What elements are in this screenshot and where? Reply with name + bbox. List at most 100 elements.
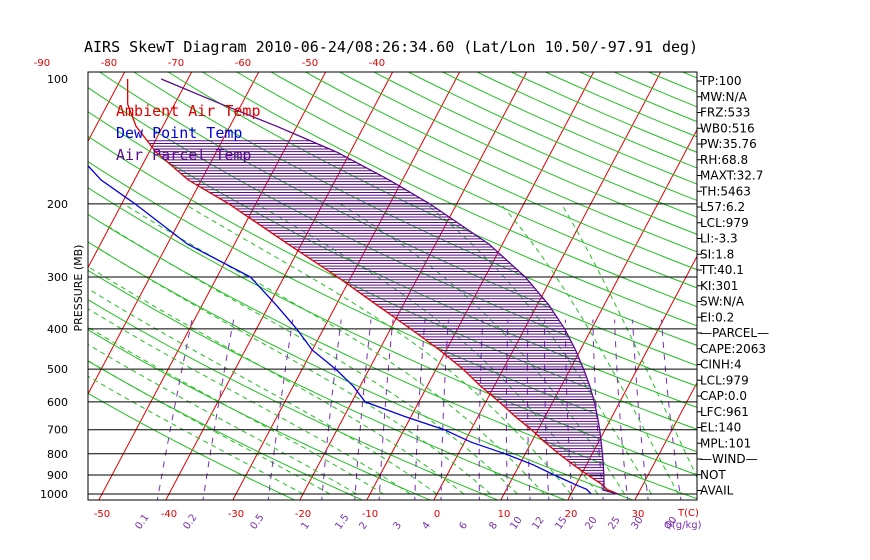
mixing-ratio-line bbox=[321, 319, 342, 500]
stability-index: MW:N/A bbox=[700, 90, 748, 104]
isotherm-line bbox=[88, 72, 260, 396]
isotherm-line bbox=[98, 72, 327, 500]
isotherm-line bbox=[433, 72, 662, 500]
stability-index: TP:100 bbox=[699, 74, 742, 88]
mixing-ratio-tick: 10 bbox=[508, 515, 524, 532]
moist-adiabat-line bbox=[88, 288, 438, 495]
stability-index: NOT bbox=[700, 468, 726, 482]
stability-index: FRZ:533 bbox=[700, 106, 750, 120]
mixing-ratio-line bbox=[414, 319, 426, 500]
temperature-tick: -50 bbox=[94, 509, 110, 520]
stability-index: MPL:101 bbox=[700, 436, 751, 450]
legend-entry: Ambient Air Temp bbox=[116, 102, 261, 120]
isotherm-lines bbox=[0, 50, 697, 503]
pressure-tick: 500 bbox=[47, 363, 68, 376]
stability-index: AVAIL bbox=[700, 484, 734, 498]
mixing-ratio-line bbox=[544, 319, 550, 500]
mixing-ratio-line bbox=[592, 319, 604, 500]
dry-adiabat-line bbox=[544, 72, 697, 138]
dry-adiabat-line bbox=[167, 72, 697, 327]
dry-adiabat-line bbox=[88, 392, 296, 500]
mixing-ratio-lines bbox=[156, 319, 682, 500]
top-temperature-tick: -90 bbox=[34, 58, 50, 69]
dry-adiabat-line bbox=[372, 72, 697, 218]
moist-adiabat-line bbox=[88, 308, 411, 495]
stability-index: —WIND— bbox=[700, 452, 758, 466]
mixing-ratio-line bbox=[632, 319, 649, 500]
top-temperature-tick: -60 bbox=[235, 58, 251, 69]
dry-adiabat-line bbox=[681, 72, 697, 79]
moist-adiabat-line bbox=[97, 247, 491, 495]
isotherm-line bbox=[165, 72, 394, 500]
dry-adiabat-line bbox=[88, 187, 697, 476]
mixing-ratio-line bbox=[505, 319, 509, 500]
pressure-tick: 900 bbox=[47, 469, 68, 482]
stability-index: EI:0.2 bbox=[700, 310, 734, 324]
temperature-tick: 20 bbox=[565, 509, 578, 520]
mixing-ratio-unit: Q(g/kg) bbox=[664, 520, 702, 531]
stability-index: PW:35.76 bbox=[700, 137, 757, 151]
temperature-tick: 10 bbox=[498, 509, 511, 520]
dry-adiabat-line bbox=[88, 241, 635, 500]
mixing-ratio-tick: 1 bbox=[299, 520, 312, 532]
temperature-tick: -30 bbox=[228, 509, 244, 520]
temperature-tick: -20 bbox=[295, 509, 311, 520]
top-temperature-tick: -40 bbox=[369, 58, 385, 69]
pressure-tick: 400 bbox=[47, 323, 68, 336]
dry-adiabat-line bbox=[201, 72, 697, 308]
mixing-ratio-line bbox=[526, 319, 531, 500]
stability-index: LCL:979 bbox=[700, 216, 749, 230]
stability-index: LI:-3.3 bbox=[700, 232, 738, 246]
mixing-ratio-tick: 0.5 bbox=[248, 512, 266, 531]
mixing-ratio-line bbox=[661, 319, 682, 500]
moist-adiabat-line bbox=[88, 326, 384, 495]
temperature-tick: 0 bbox=[434, 509, 440, 520]
stability-index: CINH:4 bbox=[700, 358, 742, 372]
chart-legend: Ambient Air Temp Dew Point Temp Air Parcel… bbox=[116, 102, 261, 164]
dry-adiabat-line bbox=[475, 72, 697, 169]
stability-index: —PARCEL— bbox=[700, 326, 769, 340]
top-temperature-tick: -80 bbox=[101, 58, 117, 69]
y-axis-label: PRESSURE (MB) bbox=[72, 245, 85, 332]
mixing-ratio-line bbox=[478, 319, 484, 500]
isotherm-line bbox=[366, 72, 595, 500]
isotherm-line bbox=[0, 50, 2, 503]
mixing-ratio-line bbox=[267, 319, 294, 500]
stability-index: SW:N/A bbox=[700, 295, 745, 309]
dry-adiabat-line bbox=[789, 60, 870, 503]
pressure-tick: 800 bbox=[47, 448, 68, 461]
dry-adiabat-line bbox=[755, 60, 870, 503]
pressure-tick: 200 bbox=[47, 198, 68, 211]
isotherm-line bbox=[88, 72, 126, 143]
dry-adiabat-line bbox=[88, 299, 499, 500]
temperature-tick: -10 bbox=[362, 509, 378, 520]
stability-index: WB0:516 bbox=[700, 121, 755, 135]
mixing-ratio-tick: 6 bbox=[457, 520, 470, 532]
stability-index: LFC:961 bbox=[700, 405, 749, 419]
moist-adiabat-line bbox=[88, 375, 304, 495]
moist-adiabat-line bbox=[500, 203, 679, 495]
moist-adiabat-line bbox=[561, 203, 697, 479]
dry-adiabat-line bbox=[235, 72, 697, 289]
dew-point-temp-line bbox=[88, 164, 592, 495]
stability-index: MAXT:32.7 bbox=[700, 169, 763, 183]
isotherm-line bbox=[88, 72, 193, 269]
mixing-ratio-line bbox=[564, 319, 573, 500]
dry-adiabat-line bbox=[88, 329, 432, 500]
pressure-tick: 600 bbox=[47, 396, 68, 409]
dry-adiabat-line bbox=[304, 72, 697, 253]
legend-entry: Air Parcel Temp bbox=[116, 146, 251, 164]
mixing-ratio-line bbox=[354, 319, 372, 500]
stability-index: RH:68.8 bbox=[700, 153, 748, 167]
isotherm-line bbox=[232, 72, 461, 500]
dry-adiabat-line bbox=[88, 135, 697, 430]
mixing-ratio-tick: 0.1 bbox=[133, 512, 151, 531]
mixing-ratio-tick: 25 bbox=[606, 515, 622, 532]
pressure-tick: 700 bbox=[47, 424, 68, 437]
sounding-curves bbox=[88, 78, 619, 495]
dry-adiabat-line bbox=[88, 269, 567, 500]
stability-index: KI:301 bbox=[700, 279, 738, 293]
mixing-ratio-line bbox=[378, 319, 394, 500]
cape-hatching bbox=[147, 140, 605, 485]
